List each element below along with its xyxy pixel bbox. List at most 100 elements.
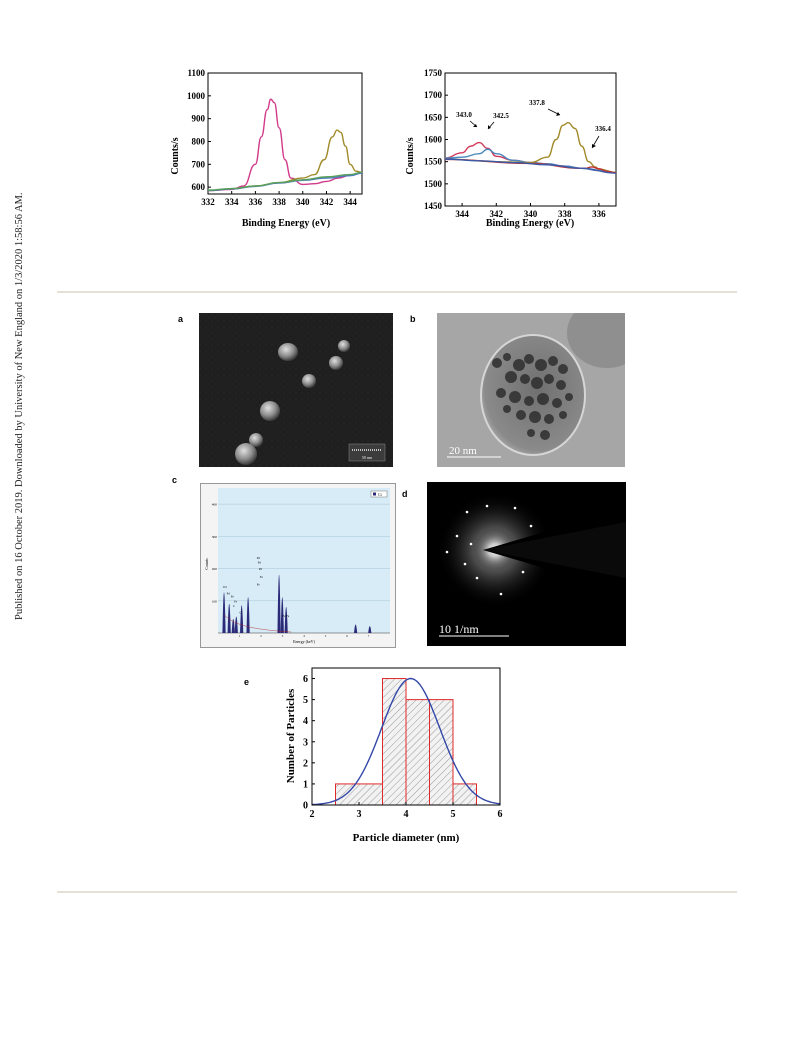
eds-peak-label: Fe [260, 575, 264, 579]
y-tick-label: 0 [303, 801, 308, 812]
tem-particle [544, 414, 554, 424]
annotation-arrowhead [488, 125, 491, 129]
eds-y-tick-label: 400 [212, 503, 218, 507]
peak-annotation: 342.5 [493, 112, 509, 120]
tem-particle [559, 411, 567, 419]
tem-particle [516, 410, 526, 420]
size-histogram-plot: 0 1 2 3 4 5 6 2 3 4 5 6 Number of Particles Particl… [285, 667, 503, 844]
x-tick-label: 332 [201, 197, 215, 207]
tem-particle [496, 388, 506, 398]
y-tick-label: 1650 [424, 112, 443, 122]
eds-peak-label: Fe [231, 595, 235, 599]
diffraction-spot [499, 592, 503, 596]
tem-particle [544, 374, 554, 384]
x-tick-label: 4 [404, 809, 409, 820]
eds-peak-label: Pd [223, 585, 227, 589]
tem-particle [520, 374, 530, 384]
diffraction-spots [445, 504, 533, 596]
eds-peak [227, 603, 231, 633]
publication-side-note: Published on 16 October 2019. Downloaded… [14, 192, 25, 620]
eds-x-tick-label: 5 [325, 634, 327, 638]
x-tick-label: 340 [524, 209, 538, 219]
tem-nanoparticles [492, 353, 573, 440]
eds-peak [368, 626, 372, 633]
y-tick-label: 1100 [187, 68, 205, 78]
tem-particle [492, 358, 502, 368]
diffraction-spot [529, 524, 533, 528]
sem-particle [260, 401, 280, 421]
eds-x-tick-label: 2 [260, 634, 262, 638]
tem-particle [524, 396, 534, 406]
tem-particle [556, 380, 566, 390]
sem-particle [249, 433, 263, 447]
eds-peak [240, 605, 244, 633]
eds-x-tick-label: 6 [346, 634, 348, 638]
diffraction-spot [463, 562, 467, 566]
plot-frame [444, 72, 617, 207]
eds-y-tick-label: 300 [212, 535, 218, 539]
tem-particle [529, 411, 541, 423]
eds-peak [284, 606, 288, 633]
eds-y-tick-label: 100 [212, 599, 218, 603]
eds-x-tick-label: 4 [303, 634, 305, 638]
histogram-bar [335, 783, 383, 806]
xps-left-plot: 1100 1000 900 800 700 600 332 334 336 338 340 342 34… [170, 68, 363, 229]
peak-annotation: 337.8 [529, 99, 545, 107]
xps-left-ylabel: Counts/s [170, 137, 181, 174]
x-tick-label: 5 [451, 809, 456, 820]
sem-particle [302, 374, 316, 388]
x-tick-label: 2 [310, 809, 315, 820]
y-tick-label: 2 [303, 758, 308, 769]
y-tick-label: 1500 [424, 179, 443, 189]
x-tick-label: 340 [296, 197, 310, 207]
y-tick-label: 700 [192, 159, 206, 169]
x-tick-label: 342 [490, 209, 504, 219]
y-tick-label: 1750 [424, 68, 443, 78]
tem-particle [513, 359, 525, 371]
eds-y-tick-label: 200 [212, 567, 218, 571]
tem-particle [540, 430, 550, 440]
xps-right-ylabel: Counts/s [405, 137, 416, 174]
sem-particle [235, 443, 257, 465]
eds-peak [234, 616, 238, 633]
x-tick-label: 6 [498, 809, 503, 820]
xps-series-line [207, 98, 363, 192]
sem-particle [338, 340, 350, 352]
y-tick-label: 4 [303, 716, 308, 727]
panel-e-label: e [244, 677, 250, 687]
x-tick-label: 334 [225, 197, 239, 207]
y-tick-label: 1600 [424, 135, 443, 145]
divider-top [57, 291, 737, 293]
eds-ylabel: Counts [204, 558, 209, 570]
tem-particle [509, 391, 521, 403]
y-tick-label: 1 [303, 779, 308, 790]
diffraction-spot [513, 506, 517, 510]
eds-background-line [224, 614, 292, 633]
x-tick-label: 338 [558, 209, 572, 219]
eds-peak-label: Pd [259, 567, 263, 571]
tem-particle [537, 393, 549, 405]
y-tick-label: 900 [192, 114, 206, 124]
eds-spectrum-panel: 400 300 200 100 1 2 3 4 5 6 7 Ct Pd Pd Pd Pd Pd Fe Fe Fe F… [200, 483, 396, 648]
sem-image: 50 nm [199, 313, 393, 467]
x-tick-label: 342 [320, 197, 334, 207]
sem-scalebar-box [348, 443, 386, 462]
peak-annotation: 336.4 [595, 125, 611, 133]
x-tick-label: 336 [592, 209, 606, 219]
xps-right-xlabel: Binding Energy (eV) [486, 218, 574, 229]
eds-peak [231, 618, 235, 633]
sem-particle [278, 343, 298, 361]
y-tick-label: 6 [303, 674, 308, 685]
tem-particle [552, 398, 562, 408]
tem-image: 20 nm [437, 313, 625, 467]
xps-left-xlabel: Binding Energy (eV) [242, 218, 330, 229]
divider-bottom [57, 891, 737, 893]
x-tick-label: 336 [249, 197, 263, 207]
eds-peak [354, 624, 358, 633]
diffraction-spot [455, 534, 459, 538]
tem-particle [503, 405, 511, 413]
tem-scalebar-text: 20 nm [449, 445, 477, 457]
y-tick-label: 3 [303, 737, 308, 748]
tem-particle [505, 371, 517, 383]
xps-series-line [444, 158, 617, 174]
